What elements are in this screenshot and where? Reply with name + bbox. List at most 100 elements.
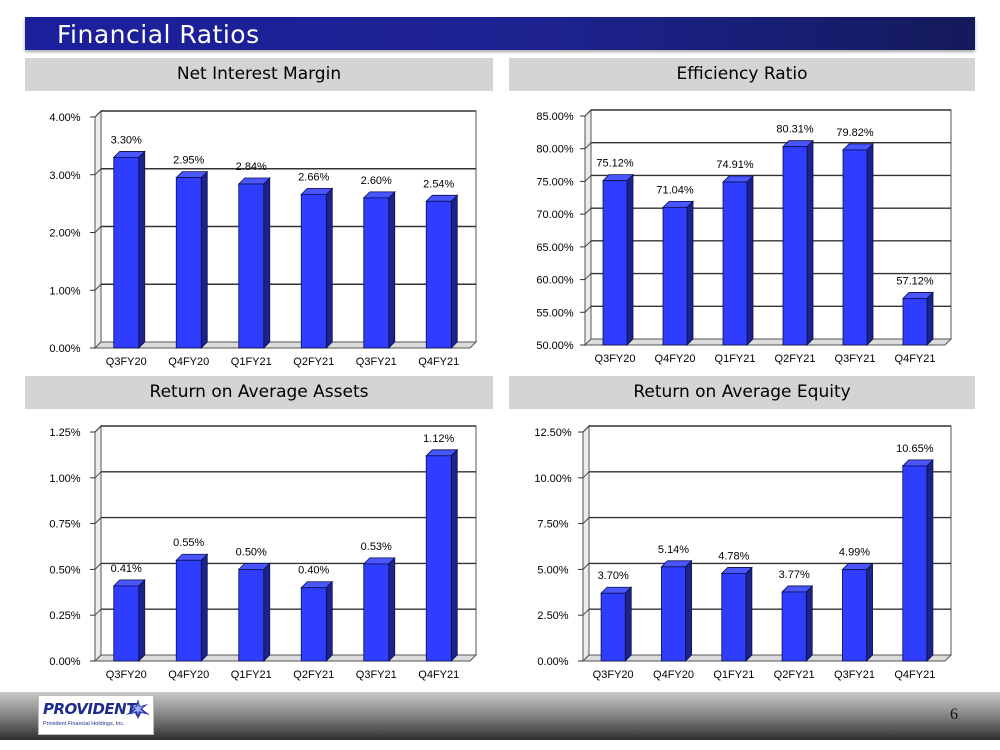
gridline-join — [584, 109, 592, 117]
bar-q1fy21 — [722, 175, 754, 346]
logo-subtitle: Provident Financial Holdings, Inc. — [43, 721, 125, 727]
logo-name: PROVIDENT — [43, 700, 136, 718]
x-tick-label: Q4FY21 — [895, 353, 936, 365]
bar-side — [138, 150, 146, 349]
bar-front — [781, 591, 807, 662]
y-tick-label: 60.00% — [536, 275, 574, 287]
y-tick-label: 0.25% — [49, 610, 80, 622]
bar-front — [661, 566, 686, 662]
x-tick-label: Q2FY21 — [775, 353, 816, 365]
gridline-join — [584, 240, 592, 248]
gridline-join — [582, 608, 590, 616]
x-tick-label: Q4FY20 — [653, 669, 694, 681]
bar-side — [200, 553, 208, 662]
x-tick-label: Q4FY20 — [168, 356, 209, 368]
y-tick-label: 3.00% — [49, 170, 80, 182]
chart-title-return-on-average-assets: Return on Average Assets — [25, 376, 493, 409]
bar-q4fy21 — [425, 448, 459, 662]
bar-top — [362, 557, 396, 565]
chart-roae: 0.00% 2.50% 5.00% 7.50% 10.00% 12.50% 3.70% Q3F… — [534, 424, 953, 681]
y-tick-label: 0.00% — [537, 656, 568, 668]
data-label: 2.54% — [423, 178, 454, 190]
page-number: 6 — [950, 706, 958, 723]
bar-top — [175, 553, 209, 561]
data-label: 0.41% — [111, 563, 142, 575]
data-label: 79.82% — [836, 127, 874, 139]
data-label: 3.30% — [111, 134, 142, 146]
gridline-join — [94, 608, 102, 616]
bar-q4fy20 — [660, 559, 693, 662]
plot-floor — [93, 654, 478, 662]
x-tick-label: Q3FY21 — [356, 669, 397, 681]
bar-side — [746, 175, 754, 346]
bar-front — [300, 193, 327, 349]
bar-side — [263, 562, 271, 662]
plot-area — [590, 109, 952, 340]
bar-q3fy20 — [602, 173, 634, 346]
bar-side — [926, 291, 934, 346]
plot-area — [588, 425, 952, 656]
y-tick-label: 0.00% — [49, 343, 80, 355]
data-label: 75.12% — [596, 158, 634, 170]
bar-front — [842, 149, 868, 346]
chart-title-net-interest-margin: Net Interest Margin — [25, 58, 493, 91]
bar-side — [745, 566, 753, 662]
bar-q3fy20 — [112, 150, 146, 349]
y-tick-label: 4.00% — [49, 112, 80, 124]
data-label: 0.40% — [298, 565, 329, 577]
plot-area — [100, 425, 477, 656]
bar-front — [425, 200, 452, 349]
bar-q3fy21 — [362, 190, 396, 349]
data-label: 4.78% — [718, 550, 749, 562]
x-tick-label: Q3FY21 — [834, 669, 875, 681]
bar-front — [175, 177, 202, 349]
bar-q3fy20 — [600, 586, 633, 662]
bar-top — [425, 194, 459, 202]
bar-side — [138, 578, 146, 662]
bar-q3fy21 — [362, 556, 396, 662]
title-bar: Financial Ratios — [25, 17, 975, 50]
bar-side — [263, 177, 271, 349]
y-tick-label: 2.50% — [537, 610, 568, 622]
bar-side — [325, 580, 333, 662]
bar-q2fy21 — [300, 187, 334, 349]
bar-front — [782, 146, 808, 346]
gridline-join — [584, 175, 592, 182]
bar-q4fy20 — [175, 553, 209, 662]
y-tick-label: 70.00% — [536, 209, 574, 221]
bar-top — [237, 177, 271, 185]
gridline-join — [584, 273, 592, 280]
data-label: 74.91% — [716, 159, 754, 171]
bar-front — [113, 157, 140, 349]
x-tick-label: Q4FY21 — [418, 356, 459, 368]
bar-side — [805, 584, 813, 662]
bar-front — [363, 563, 390, 662]
bar-top — [300, 187, 334, 195]
x-tick-label: Q4FY20 — [655, 353, 696, 365]
bar-top — [112, 151, 146, 158]
bar-side — [806, 139, 814, 346]
bar-q3fy21 — [841, 562, 874, 662]
bar-side — [450, 194, 458, 349]
y-tick-label: 12.50% — [534, 427, 572, 439]
chart-efficiency: 50.00% 55.00% 60.00% 65.00% 70.00% 75.00% 80.0… — [536, 108, 953, 365]
page-title: Financial Ratios — [57, 20, 260, 49]
y-tick-label: 85.00% — [536, 111, 574, 123]
bar-side — [624, 586, 632, 662]
x-tick-label: Q3FY21 — [835, 353, 876, 365]
y-tick-label: 80.00% — [536, 144, 574, 156]
bar-top — [237, 563, 271, 570]
bar-side — [450, 448, 458, 662]
bar-front — [425, 455, 452, 662]
gridline-join — [582, 471, 590, 479]
bar-side — [325, 187, 333, 349]
bar-front — [721, 573, 747, 662]
bar-front — [175, 559, 202, 662]
bar-front — [600, 592, 626, 662]
company-logo: PROVIDENT Provident Financial Holdings, … — [38, 695, 154, 735]
gridline-join — [94, 226, 102, 233]
plot-side-wall — [582, 424, 590, 663]
bar-side — [866, 142, 874, 346]
gridline-join — [94, 517, 102, 524]
